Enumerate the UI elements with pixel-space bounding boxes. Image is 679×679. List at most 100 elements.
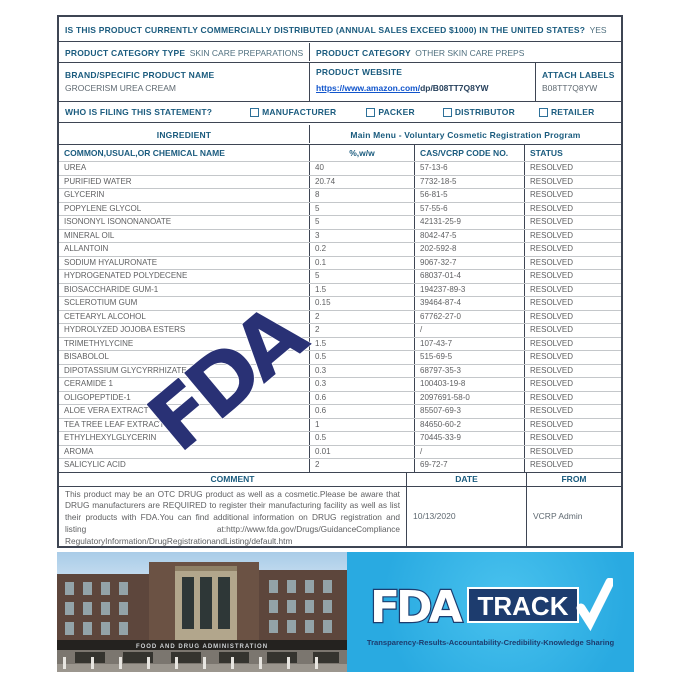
ingredient-row: MINERAL OIL 3 8042-47-5 RESOLVED bbox=[59, 228, 621, 242]
retailer-checkbox[interactable] bbox=[538, 107, 548, 117]
distributor-checkbox[interactable] bbox=[442, 107, 452, 117]
ingredient-cas: 9067-32-7 bbox=[414, 256, 524, 269]
ingredient-name: HYDROGENATED POLYDECENE bbox=[64, 271, 188, 280]
ingredient-header-label: INGREDIENT bbox=[156, 129, 212, 140]
ingredient-name: ALLANTOIN bbox=[64, 244, 109, 253]
ingredient-pct: 0.5 bbox=[309, 351, 414, 364]
amazon-link[interactable]: https://www.amazon.com/ bbox=[316, 83, 421, 93]
ingredient-cas: 515-69-5 bbox=[414, 351, 524, 364]
ingredient-status: RESOLVED bbox=[524, 283, 621, 296]
comment-date: 10/13/2020 bbox=[413, 511, 456, 521]
ingredient-name: ALOE VERA EXTRACT bbox=[64, 406, 149, 415]
ingredient-row: PURIFIED WATER 20.74 7732-18-5 RESOLVED bbox=[59, 174, 621, 188]
ingredient-row: HYDROLYZED JOJOBA ESTERS 2/RESOLVED bbox=[59, 323, 621, 337]
filing-cell: WHO IS FILING THIS STATEMENT? MANUFACTUR… bbox=[59, 107, 621, 117]
ingredient-cas: 42131-25-9 bbox=[414, 216, 524, 229]
ingredient-status: RESOLVED bbox=[524, 162, 621, 175]
ingredient-row: SALICYLIC ACID 2 69-72-7 RESOLVED bbox=[59, 458, 621, 472]
product-category-type-label: PRODUCT CATEGORY TYPE bbox=[65, 48, 186, 58]
ingredient-pct: 1 bbox=[309, 418, 414, 431]
ingredient-cas: 2097691-58-0 bbox=[414, 391, 524, 404]
col-header-cas: CAS/VCRP CODE NO. bbox=[414, 145, 524, 161]
ingredient-row: ALOE VERA EXTRACT 0.6 85507-69-3 RESOLVED bbox=[59, 404, 621, 418]
col-header-pct: %,w/w bbox=[309, 145, 414, 161]
manufacturer-checkbox[interactable] bbox=[250, 107, 260, 117]
ingredient-cas: 85507-69-3 bbox=[414, 405, 524, 418]
retailer-label: RETAILER bbox=[550, 107, 595, 117]
ingredient-status: RESOLVED bbox=[524, 202, 621, 215]
brand-value: GROCERISM UREA CREAM bbox=[65, 83, 176, 94]
ingredient-status: RESOLVED bbox=[524, 297, 621, 310]
comment-date-cell: 10/13/2020 bbox=[406, 486, 526, 546]
date-header: DATE bbox=[406, 472, 526, 486]
fda-track-fda-text: FDA bbox=[370, 582, 463, 633]
ingredient-name: SCLEROTIUM GUM bbox=[64, 298, 138, 307]
comment-header-row: COMMENT DATE FROM bbox=[59, 471, 621, 486]
ingredient-row: ISONONYL ISONONANOATE 5 42131-25-9 RESOLVED bbox=[59, 215, 621, 229]
ingredient-pct: 0.5 bbox=[309, 432, 414, 445]
ingredient-row: CERAMIDE 1 0.3 100403-19-8 RESOLVED bbox=[59, 377, 621, 391]
ingredient-name: OLIGOPEPTIDE-1 bbox=[64, 392, 131, 402]
ingredient-name: CETEARYL ALCOHOL bbox=[64, 311, 146, 321]
ingredient-cas: 67762-27-0 bbox=[414, 310, 524, 323]
attach-labels-cell: ATTACH LABELS B08TT7Q8YW bbox=[535, 63, 621, 101]
brand-cell: BRAND/SPECIFIC PRODUCT NAME GROCERISM UR… bbox=[59, 63, 309, 101]
filing-question-label: WHO IS FILING THIS STATEMENT? bbox=[65, 107, 213, 117]
filing-option-manufacturer: MANUFACTURER bbox=[250, 107, 336, 117]
ingredient-pct: 5 bbox=[309, 216, 414, 229]
ingredient-pct: 8 bbox=[309, 189, 414, 202]
ingredient-pct: 5 bbox=[309, 270, 414, 283]
ingredient-pct: 0.6 bbox=[309, 391, 414, 404]
ingredient-cas: 68037-01-4 bbox=[414, 270, 524, 283]
product-category-label: PRODUCT CATEGORY bbox=[316, 48, 411, 58]
product-category-type-value: SKIN CARE PREPARATIONS bbox=[189, 48, 304, 58]
ingredient-cas: 202-592-8 bbox=[414, 243, 524, 256]
ingredient-status: RESOLVED bbox=[524, 405, 621, 418]
comment-from-cell: VCRP Admin bbox=[526, 486, 621, 546]
product-category-cell: PRODUCT CATEGORY OTHER SKIN CARE PREPS bbox=[309, 43, 621, 61]
ingredient-pct: 0.2 bbox=[309, 243, 414, 256]
website-cell: PRODUCT WEBSITE https://www.amazon.com/d… bbox=[309, 63, 535, 101]
packer-label: PACKER bbox=[378, 107, 415, 117]
packer-checkbox[interactable] bbox=[366, 107, 376, 117]
ingredient-cas: 194237-89-3 bbox=[414, 283, 524, 296]
ingredient-pct: 0.15 bbox=[309, 297, 414, 310]
fda-track-panel: FDA TRACK Transparency-Results-Accountab… bbox=[347, 552, 634, 672]
ingredient-row: TEA TREE LEAF EXTRACT 1 84650-60-2 RESOLVED bbox=[59, 417, 621, 431]
ingredient-cas: 7732-18-5 bbox=[414, 175, 524, 188]
ingredient-cas: 107-43-7 bbox=[414, 337, 524, 350]
fda-building-photo: FOOD AND DRUG ADMINISTRATION bbox=[57, 552, 347, 672]
ingredient-name: TRIMETHYLYCINE bbox=[64, 338, 134, 348]
ingredient-status: RESOLVED bbox=[524, 256, 621, 269]
website-label: PRODUCT WEBSITE bbox=[316, 67, 403, 77]
ingredient-cas: / bbox=[414, 445, 524, 458]
ingredient-row: SCLEROTIUM GUM 0.15 39464-87-4 RESOLVED bbox=[59, 296, 621, 310]
fda-track-logo: FDA TRACK bbox=[369, 577, 613, 634]
ingredient-status: RESOLVED bbox=[524, 364, 621, 377]
filing-option-distributor: DISTRIBUTOR bbox=[442, 107, 515, 117]
ingredient-row: SODIUM HYALURONATE 0.1 9067-32-7 RESOLVED bbox=[59, 255, 621, 269]
filing-option-packer: PACKER bbox=[366, 107, 415, 117]
comment-header: COMMENT bbox=[210, 473, 255, 484]
ingredient-status: RESOLVED bbox=[524, 432, 621, 445]
ingredient-cas: 100403-19-8 bbox=[414, 378, 524, 391]
comment-text: This product may be an OTC DRUG product … bbox=[65, 488, 400, 546]
footer-banner: FOOD AND DRUG ADMINISTRATION bbox=[57, 552, 634, 672]
category-row: PRODUCT CATEGORY TYPE SKIN CARE PREPARAT… bbox=[59, 41, 621, 62]
ingredient-pct: 0.3 bbox=[309, 364, 414, 377]
ingredient-row: POPYLENE GLYCOL 5 57-55-6 RESOLVED bbox=[59, 201, 621, 215]
ingredient-status: RESOLVED bbox=[524, 445, 621, 458]
brand-row: BRAND/SPECIFIC PRODUCT NAME GROCERISM UR… bbox=[59, 62, 621, 101]
ingredient-header-cell: INGREDIENT bbox=[59, 125, 309, 143]
ingredient-pct: 40 bbox=[309, 162, 414, 175]
ingredient-status: RESOLVED bbox=[524, 324, 621, 337]
ingredient-status: RESOLVED bbox=[524, 175, 621, 188]
ingredient-cas: 57-55-6 bbox=[414, 202, 524, 215]
ingredient-status: RESOLVED bbox=[524, 229, 621, 242]
ingredient-cas: / bbox=[414, 324, 524, 337]
ingredient-pct: 20.74 bbox=[309, 175, 414, 188]
distribution-question-row: IS THIS PRODUCT CURRENTLY COMMERCIALLY D… bbox=[59, 17, 621, 41]
ingredient-status: RESOLVED bbox=[524, 459, 621, 472]
ingredient-pct: 1.5 bbox=[309, 337, 414, 350]
